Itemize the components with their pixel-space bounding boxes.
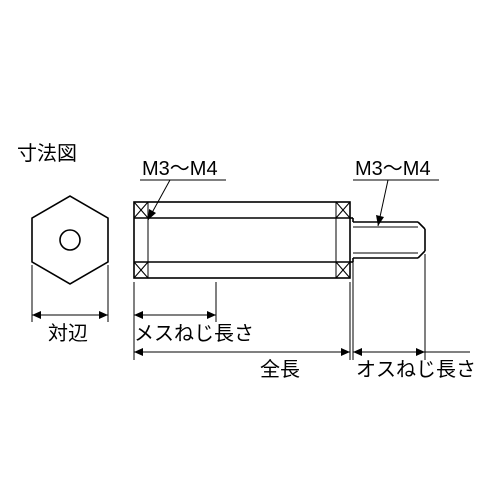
dim-across-flats-label: 対辺 [48, 322, 88, 345]
dim-overall-length: 全長 [260, 358, 300, 381]
spacer-side-view [134, 202, 353, 278]
male-thread [353, 222, 425, 258]
figure-title: 寸法図 [17, 142, 77, 165]
male-thread-spec: M3～M4 [355, 158, 431, 180]
dim-female-thread-length: メスねじ長さ [134, 323, 254, 345]
dimensions: メスねじ長さ 全長 オスねじ長さ [134, 254, 476, 381]
callouts: M3～M4 M3～M4 [140, 158, 439, 226]
hex-end-view: 対辺 [32, 196, 108, 345]
spacer-drawing-figure: { "canvas": { "width": 500, "height": 50… [0, 0, 500, 500]
dim-male-thread-length: オスねじ長さ [356, 359, 476, 381]
drawing-svg: 寸法図 対辺 [0, 0, 500, 500]
female-thread-spec: M3～M4 [142, 158, 218, 180]
